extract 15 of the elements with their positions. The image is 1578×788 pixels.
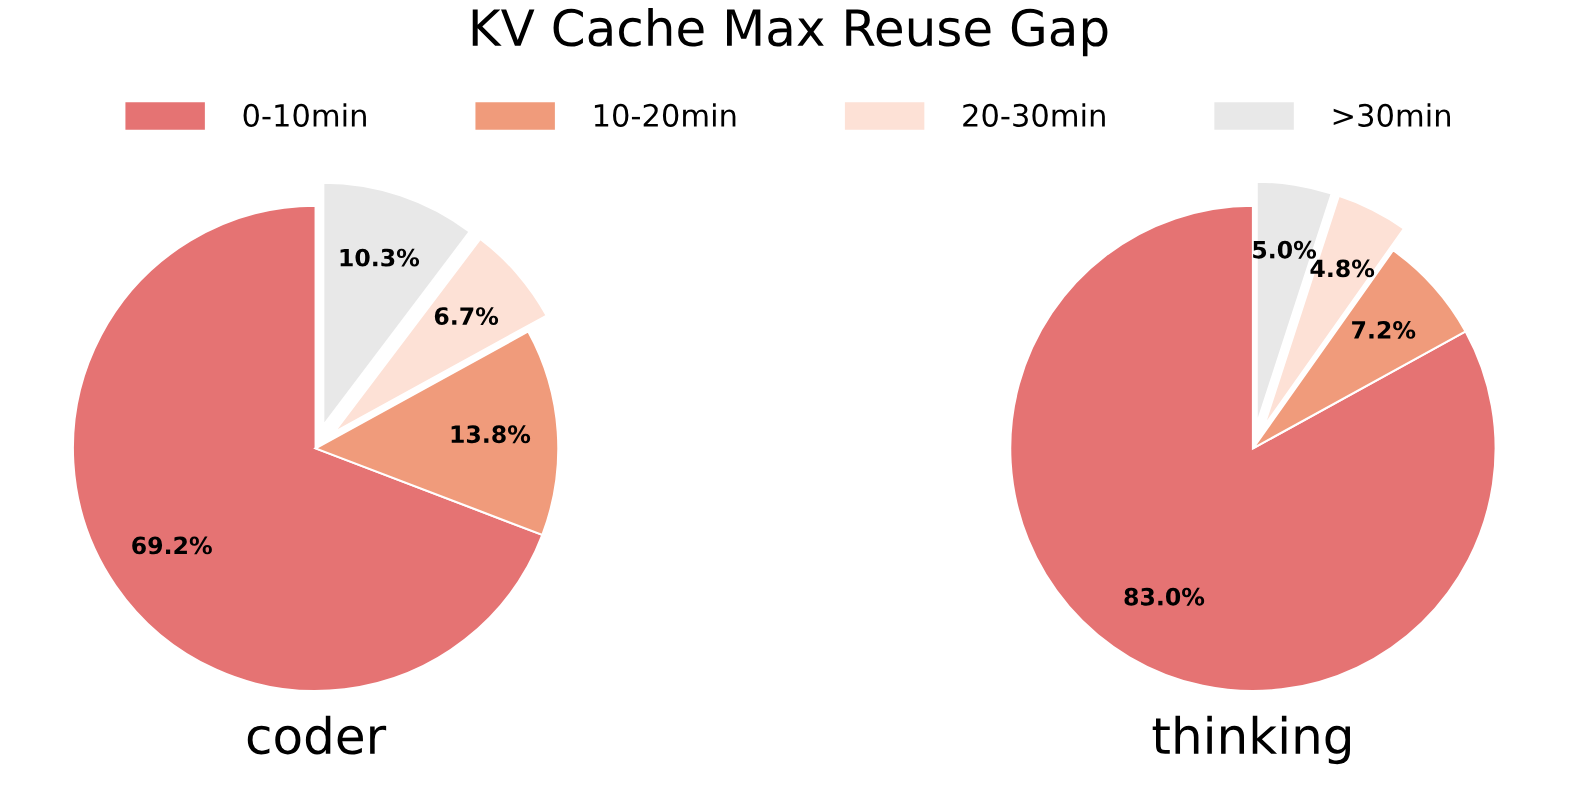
chart-title: KV Cache Max Reuse Gap — [472, 7, 1108, 57]
text: thinking — [1152, 715, 1350, 765]
data-label: 13.8% — [451, 425, 531, 444]
data-label: 6.7% — [434, 307, 499, 326]
text: coder — [247, 715, 387, 755]
data-label: 10.3% — [340, 248, 420, 267]
data-label: 7.2% — [1352, 320, 1416, 339]
legend-label: 20-30min — [963, 103, 1105, 127]
data-label: 69.2% — [132, 536, 212, 555]
legend-label: 10-20min — [594, 103, 736, 127]
data-label: 5.0% — [1253, 240, 1317, 259]
legend-label: >30min — [1333, 103, 1450, 127]
data-label: 83.0% — [1124, 587, 1205, 606]
legend-label: 0-10min — [243, 103, 366, 127]
data-label: 4.8% — [1310, 259, 1375, 278]
